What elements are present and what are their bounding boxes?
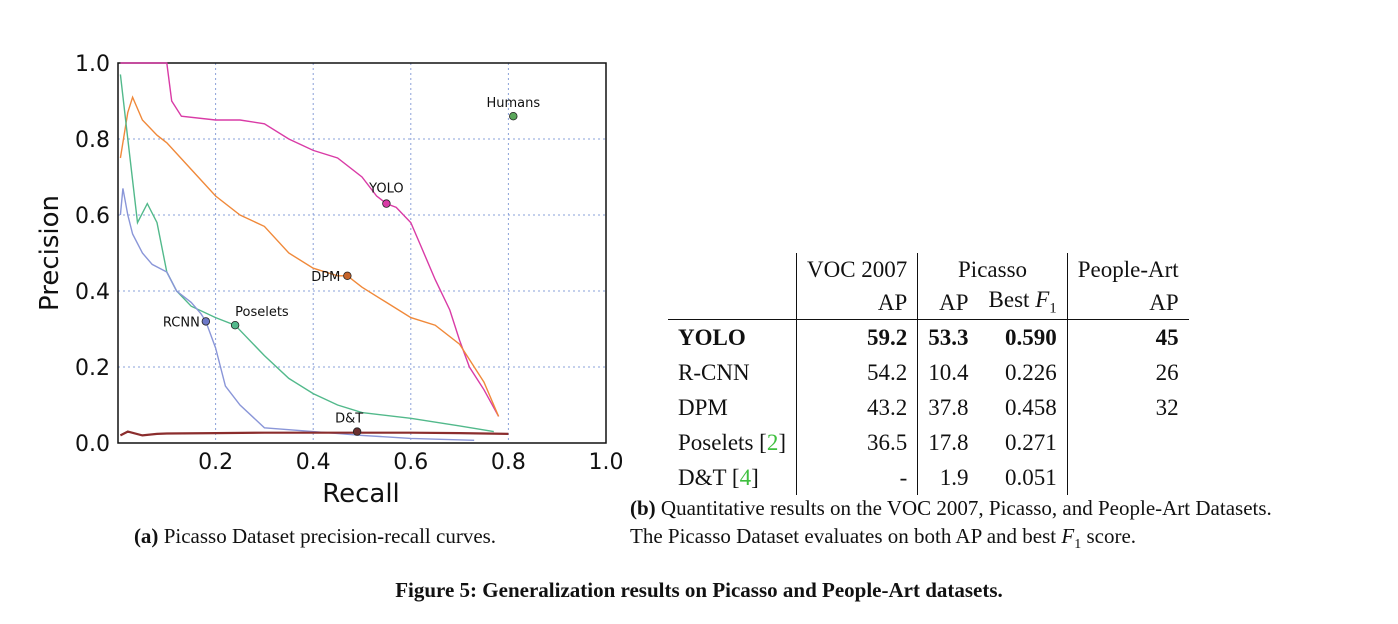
header-picasso: Picasso (917, 253, 1068, 286)
point-yolo (382, 199, 391, 208)
caption-b-line1: Quantitative results on the VOC 2007, Pi… (655, 496, 1272, 520)
chart-points: Humans YOLO DPM Poselets RCNN D&T (163, 96, 540, 436)
series-line-rcnn (119, 188, 475, 441)
caption-a-tag: (a) (133, 524, 159, 548)
plot-frame (117, 62, 607, 444)
y-tick-label: 1.0 (75, 52, 110, 77)
chart-grid (118, 63, 606, 443)
header-picasso-ap: AP (917, 286, 979, 320)
point-label-poselets: Poselets (235, 305, 289, 320)
x-tick-label: 0.6 (393, 450, 428, 475)
table-row: R-CNN 54.2 10.4 0.226 26 (668, 355, 1189, 390)
row-name: R-CNN (678, 359, 750, 385)
x-tick-label: 0.4 (296, 450, 331, 475)
cell-people (1066, 460, 1189, 495)
point-humans (509, 111, 518, 121)
header-voc: VOC 2007 (795, 253, 918, 286)
series-line-dt (119, 430, 509, 437)
y-tick-label: 0.2 (75, 356, 110, 381)
cell-people (1066, 425, 1189, 460)
row-name: Poselets [2] (678, 429, 786, 455)
cell-f1: 0.271 (1005, 429, 1057, 455)
series-line-yolo (120, 62, 500, 417)
caption-b-line2: The Picasso Dataset evaluates on both AP… (630, 524, 1137, 553)
cell-ap: 1.9 (917, 460, 979, 495)
point-rcnn (201, 317, 211, 326)
caption-b: (b) Quantitative results on the VOC 2007… (630, 494, 1370, 559)
caption-a-text: Picasso Dataset precision-recall curves. (158, 524, 497, 548)
x-tick-label: 0.8 (491, 450, 526, 475)
chart-series (119, 62, 509, 441)
results-table: VOC 2007 Picasso People-Art AP AP Best F… (668, 253, 1189, 495)
point-dpm (343, 271, 352, 280)
table-header-row-1: VOC 2007 Picasso People-Art (668, 253, 1189, 286)
y-tick-label: 0.6 (75, 204, 110, 229)
chart-ticks: 0.2 0.4 0.6 0.8 1.0 0.0 0.2 0.4 0.6 0.8 1.0 (75, 52, 624, 475)
table-header-row-2: AP AP Best F1 AP (668, 286, 1189, 320)
caption-b-tag: (b) (630, 496, 656, 520)
table-row: D&T [4] -1.9 0.051 (668, 460, 1189, 495)
figure-caption: Figure 5: Generalization results on Pica… (395, 578, 1003, 602)
point-label-humans: Humans (486, 96, 540, 111)
point-label-dpm: DPM (311, 270, 340, 285)
table-body: YOLO 59.2 53.3 0.590 45 R-CNN 54.2 10.4 0.226 26 D… (668, 319, 1189, 495)
precision-recall-chart: 0.2 0.4 0.6 0.8 1.0 0.0 0.2 0.4 0.6 0.8 1.0 Humans… (35, 52, 624, 509)
cell-voc: 43.2 (795, 390, 918, 425)
header-people-art: People-Art (1066, 253, 1189, 286)
x-tick-label: 1.0 (589, 450, 624, 475)
cell-people: 45 (1066, 319, 1189, 355)
point-label-rcnn: RCNN (163, 315, 200, 330)
y-tick-label: 0.0 (75, 432, 110, 457)
cell-people: 26 (1066, 355, 1189, 390)
caption-a: (a) Picasso Dataset precision-recall cur… (0, 524, 630, 549)
cell-voc: 54.2 (795, 355, 918, 390)
cell-voc: 59.2 (795, 319, 918, 355)
cell-f1: 0.226 (1005, 359, 1057, 385)
cell-ap: 53.3 (917, 319, 979, 355)
series-line-poselets (119, 74, 494, 433)
x-axis-label: Recall (322, 479, 400, 509)
y-tick-label: 0.8 (75, 128, 110, 153)
table-row: DPM 43.2 37.8 0.458 32 (668, 390, 1189, 425)
cell-ap: 37.8 (917, 390, 979, 425)
x-tick-label: 0.2 (198, 450, 233, 475)
point-dt (352, 427, 362, 436)
header-voc-ap: AP (795, 286, 918, 320)
cell-ap: 17.8 (917, 425, 979, 460)
y-tick-label: 0.4 (75, 280, 110, 305)
point-label-dt: D&T (335, 412, 363, 427)
table-row: YOLO 59.2 53.3 0.590 45 (668, 319, 1189, 355)
cell-people: 32 (1066, 390, 1189, 425)
cell-ap: 10.4 (917, 355, 979, 390)
table-row: Poselets [2] 36.5 17.8 0.271 (668, 425, 1189, 460)
series-line-dpm (119, 95, 500, 417)
cell-voc: 36.5 (795, 425, 918, 460)
cell-f1: 0.051 (1005, 464, 1057, 490)
row-name: D&T [4] (678, 464, 759, 490)
point-label-yolo: YOLO (368, 182, 403, 197)
cell-voc: - (795, 460, 918, 495)
header-people-ap: AP (1066, 286, 1189, 320)
cell-f1: 0.458 (1005, 394, 1057, 420)
cell-f1: 0.590 (1005, 324, 1057, 350)
y-axis-label: Precision (35, 195, 65, 311)
row-name: DPM (678, 394, 728, 420)
row-name: YOLO (678, 324, 746, 350)
header-best-f1: Best F1 (978, 286, 1068, 320)
point-poselets (230, 321, 240, 330)
